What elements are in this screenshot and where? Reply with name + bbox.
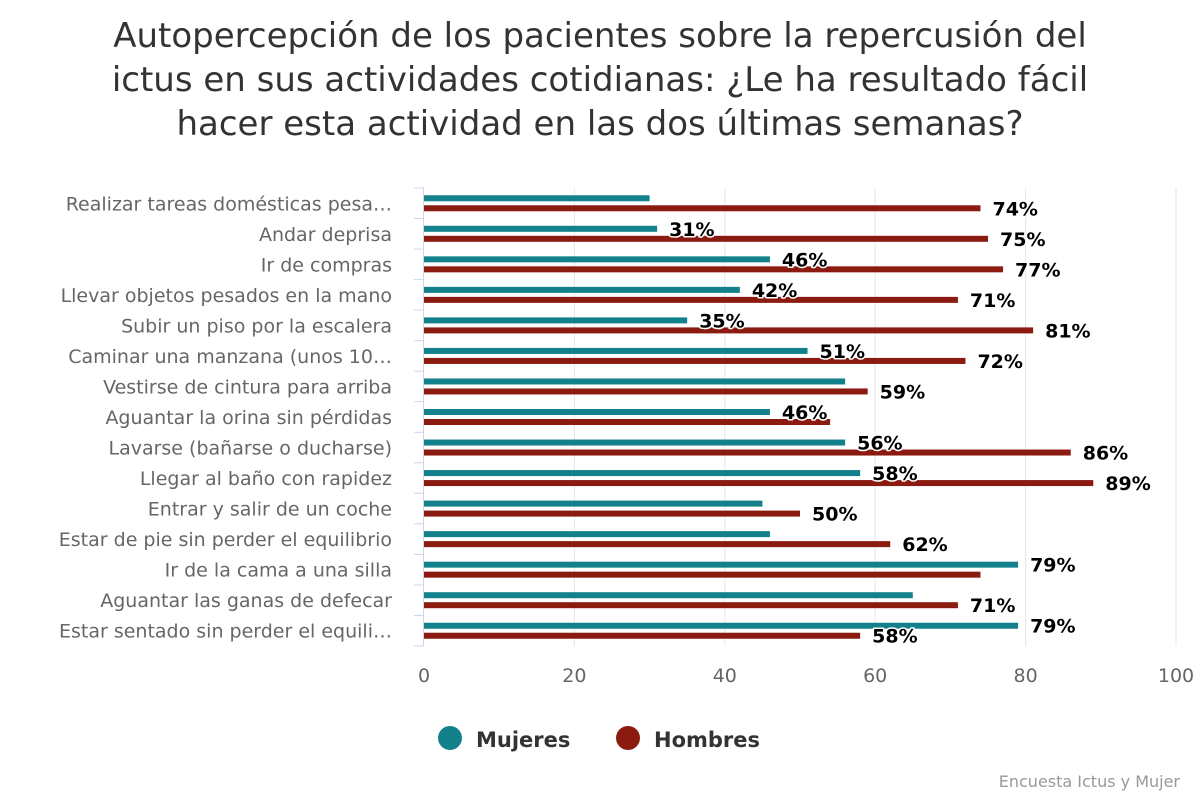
legend[interactable]: Mujeres Hombres (438, 726, 760, 752)
bar-mujeres[interactable] (424, 225, 658, 232)
bar-mujeres[interactable] (424, 347, 808, 354)
data-labels: 31%46%42%35%51%46%56%58%79%79%74%75%77%7… (668, 197, 1153, 649)
data-label-hombres: 50% (812, 504, 857, 526)
chart-credit[interactable]: Encuesta Ictus y Mujer (998, 772, 1180, 791)
bar-mujeres[interactable] (424, 409, 770, 415)
category-label: Llevar objetos pesados en la mano (61, 285, 392, 307)
bar-hombres[interactable] (424, 510, 800, 517)
x-tick-label: 100 (1158, 665, 1194, 687)
data-label-mujeres: 31% (669, 219, 714, 241)
bar-hombres[interactable] (424, 541, 891, 548)
data-label-mujeres: 42% (752, 280, 797, 302)
category-label: Lavarse (bañarse o ducharse) (108, 438, 392, 460)
category-label: Aguantar las ganas de defecar (100, 590, 392, 612)
data-label-mujeres: 46% (782, 249, 827, 271)
bar-hombres[interactable] (424, 327, 1034, 334)
data-label-hombres: 62% (902, 534, 947, 556)
data-label-hombres: 75% (1000, 229, 1045, 251)
bar-mujeres[interactable] (424, 439, 846, 446)
bar-mujeres[interactable] (424, 531, 770, 538)
legend-marker-hombres[interactable] (616, 726, 640, 750)
chart-title-line-3: hacer esta actividad en las dos últimas … (176, 104, 1024, 144)
bar-mujeres[interactable] (424, 256, 770, 263)
chart-title-line-2: ictus en sus actividades cotidianas: ¿Le… (111, 60, 1089, 100)
data-label-hombres: 86% (1083, 443, 1128, 465)
data-label-hombres: 72% (977, 351, 1022, 373)
category-label: Estar sentado sin perder el equili… (59, 621, 392, 643)
bar-hombres[interactable] (424, 571, 981, 578)
bar-hombres[interactable] (424, 632, 861, 639)
data-label-hombres: 71% (970, 290, 1015, 312)
bar-hombres[interactable] (424, 480, 1094, 487)
category-label: Subir un piso por la escalera (121, 315, 392, 337)
bar-mujeres[interactable] (424, 317, 688, 324)
bars (424, 195, 1094, 639)
category-label: Vestirse de cintura para arriba (103, 376, 392, 398)
bar-mujeres[interactable] (424, 500, 763, 507)
category-label: Entrar y salir de un coche (148, 499, 392, 521)
bar-mujeres[interactable] (424, 592, 913, 599)
bar-mujeres[interactable] (424, 195, 650, 202)
data-label-hombres: 81% (1045, 320, 1090, 342)
bar-hombres[interactable] (424, 449, 1071, 456)
category-label: Andar deprisa (259, 224, 392, 246)
bar-hombres[interactable] (424, 388, 868, 395)
data-label-mujeres: 56% (857, 433, 902, 455)
x-tick-label: 60 (863, 665, 887, 687)
category-label: Caminar una manzana (unos 10… (68, 346, 392, 368)
category-label: Aguantar la orina sin pérdidas (105, 407, 392, 429)
data-label-hombres: 59% (880, 381, 925, 403)
bar-hombres[interactable] (424, 419, 831, 425)
category-label: Estar de pie sin perder el equilibrio (59, 529, 392, 551)
x-tick-label: 20 (562, 665, 586, 687)
legend-label-mujeres[interactable]: Mujeres (476, 728, 570, 752)
bar-hombres[interactable] (424, 357, 966, 364)
bar-mujeres[interactable] (424, 470, 861, 477)
legend-marker-mujeres[interactable] (438, 726, 462, 750)
bar-hombres[interactable] (424, 205, 981, 212)
legend-label-hombres[interactable]: Hombres (654, 728, 760, 752)
data-label-mujeres: 79% (1030, 555, 1075, 577)
data-label-mujeres: 79% (1030, 616, 1075, 638)
chart-title: Autopercepción de los pacientes sobre la… (0, 14, 1200, 146)
category-label: Llegar al baño con rapidez (140, 468, 392, 490)
bar-mujeres[interactable] (424, 561, 1019, 568)
data-label-mujeres: 46% (782, 402, 827, 424)
bar-mujeres[interactable] (424, 378, 846, 385)
bar-hombres[interactable] (424, 266, 1004, 273)
category-label: Ir de la cama a una silla (165, 560, 392, 582)
data-label-mujeres: 58% (872, 463, 917, 485)
chart-title-line-1: Autopercepción de los pacientes sobre la… (113, 16, 1087, 56)
data-label-hombres: 58% (872, 626, 917, 648)
data-label-hombres: 77% (1015, 259, 1060, 281)
data-label-hombres: 89% (1105, 473, 1150, 495)
data-label-hombres: 71% (970, 595, 1015, 617)
x-tick-label: 80 (1014, 665, 1038, 687)
bar-hombres[interactable] (424, 235, 988, 242)
category-label: Ir de compras (261, 254, 392, 276)
bar-mujeres[interactable] (424, 622, 1019, 629)
data-label-mujeres: 35% (699, 310, 744, 332)
grid-lines (573, 188, 1177, 646)
data-label-mujeres: 51% (820, 341, 865, 363)
x-tick-label: 0 (418, 665, 430, 687)
bar-mujeres[interactable] (424, 286, 740, 293)
category-label: Realizar tareas domésticas pesa… (66, 193, 392, 215)
category-axis: 0 20 40 60 80 100 Realizar tareas domésticas p… (59, 187, 1194, 687)
bar-hombres[interactable] (424, 602, 958, 609)
bar-hombres[interactable] (424, 296, 958, 303)
data-label-hombres: 74% (992, 198, 1037, 220)
x-tick-label: 40 (713, 665, 737, 687)
